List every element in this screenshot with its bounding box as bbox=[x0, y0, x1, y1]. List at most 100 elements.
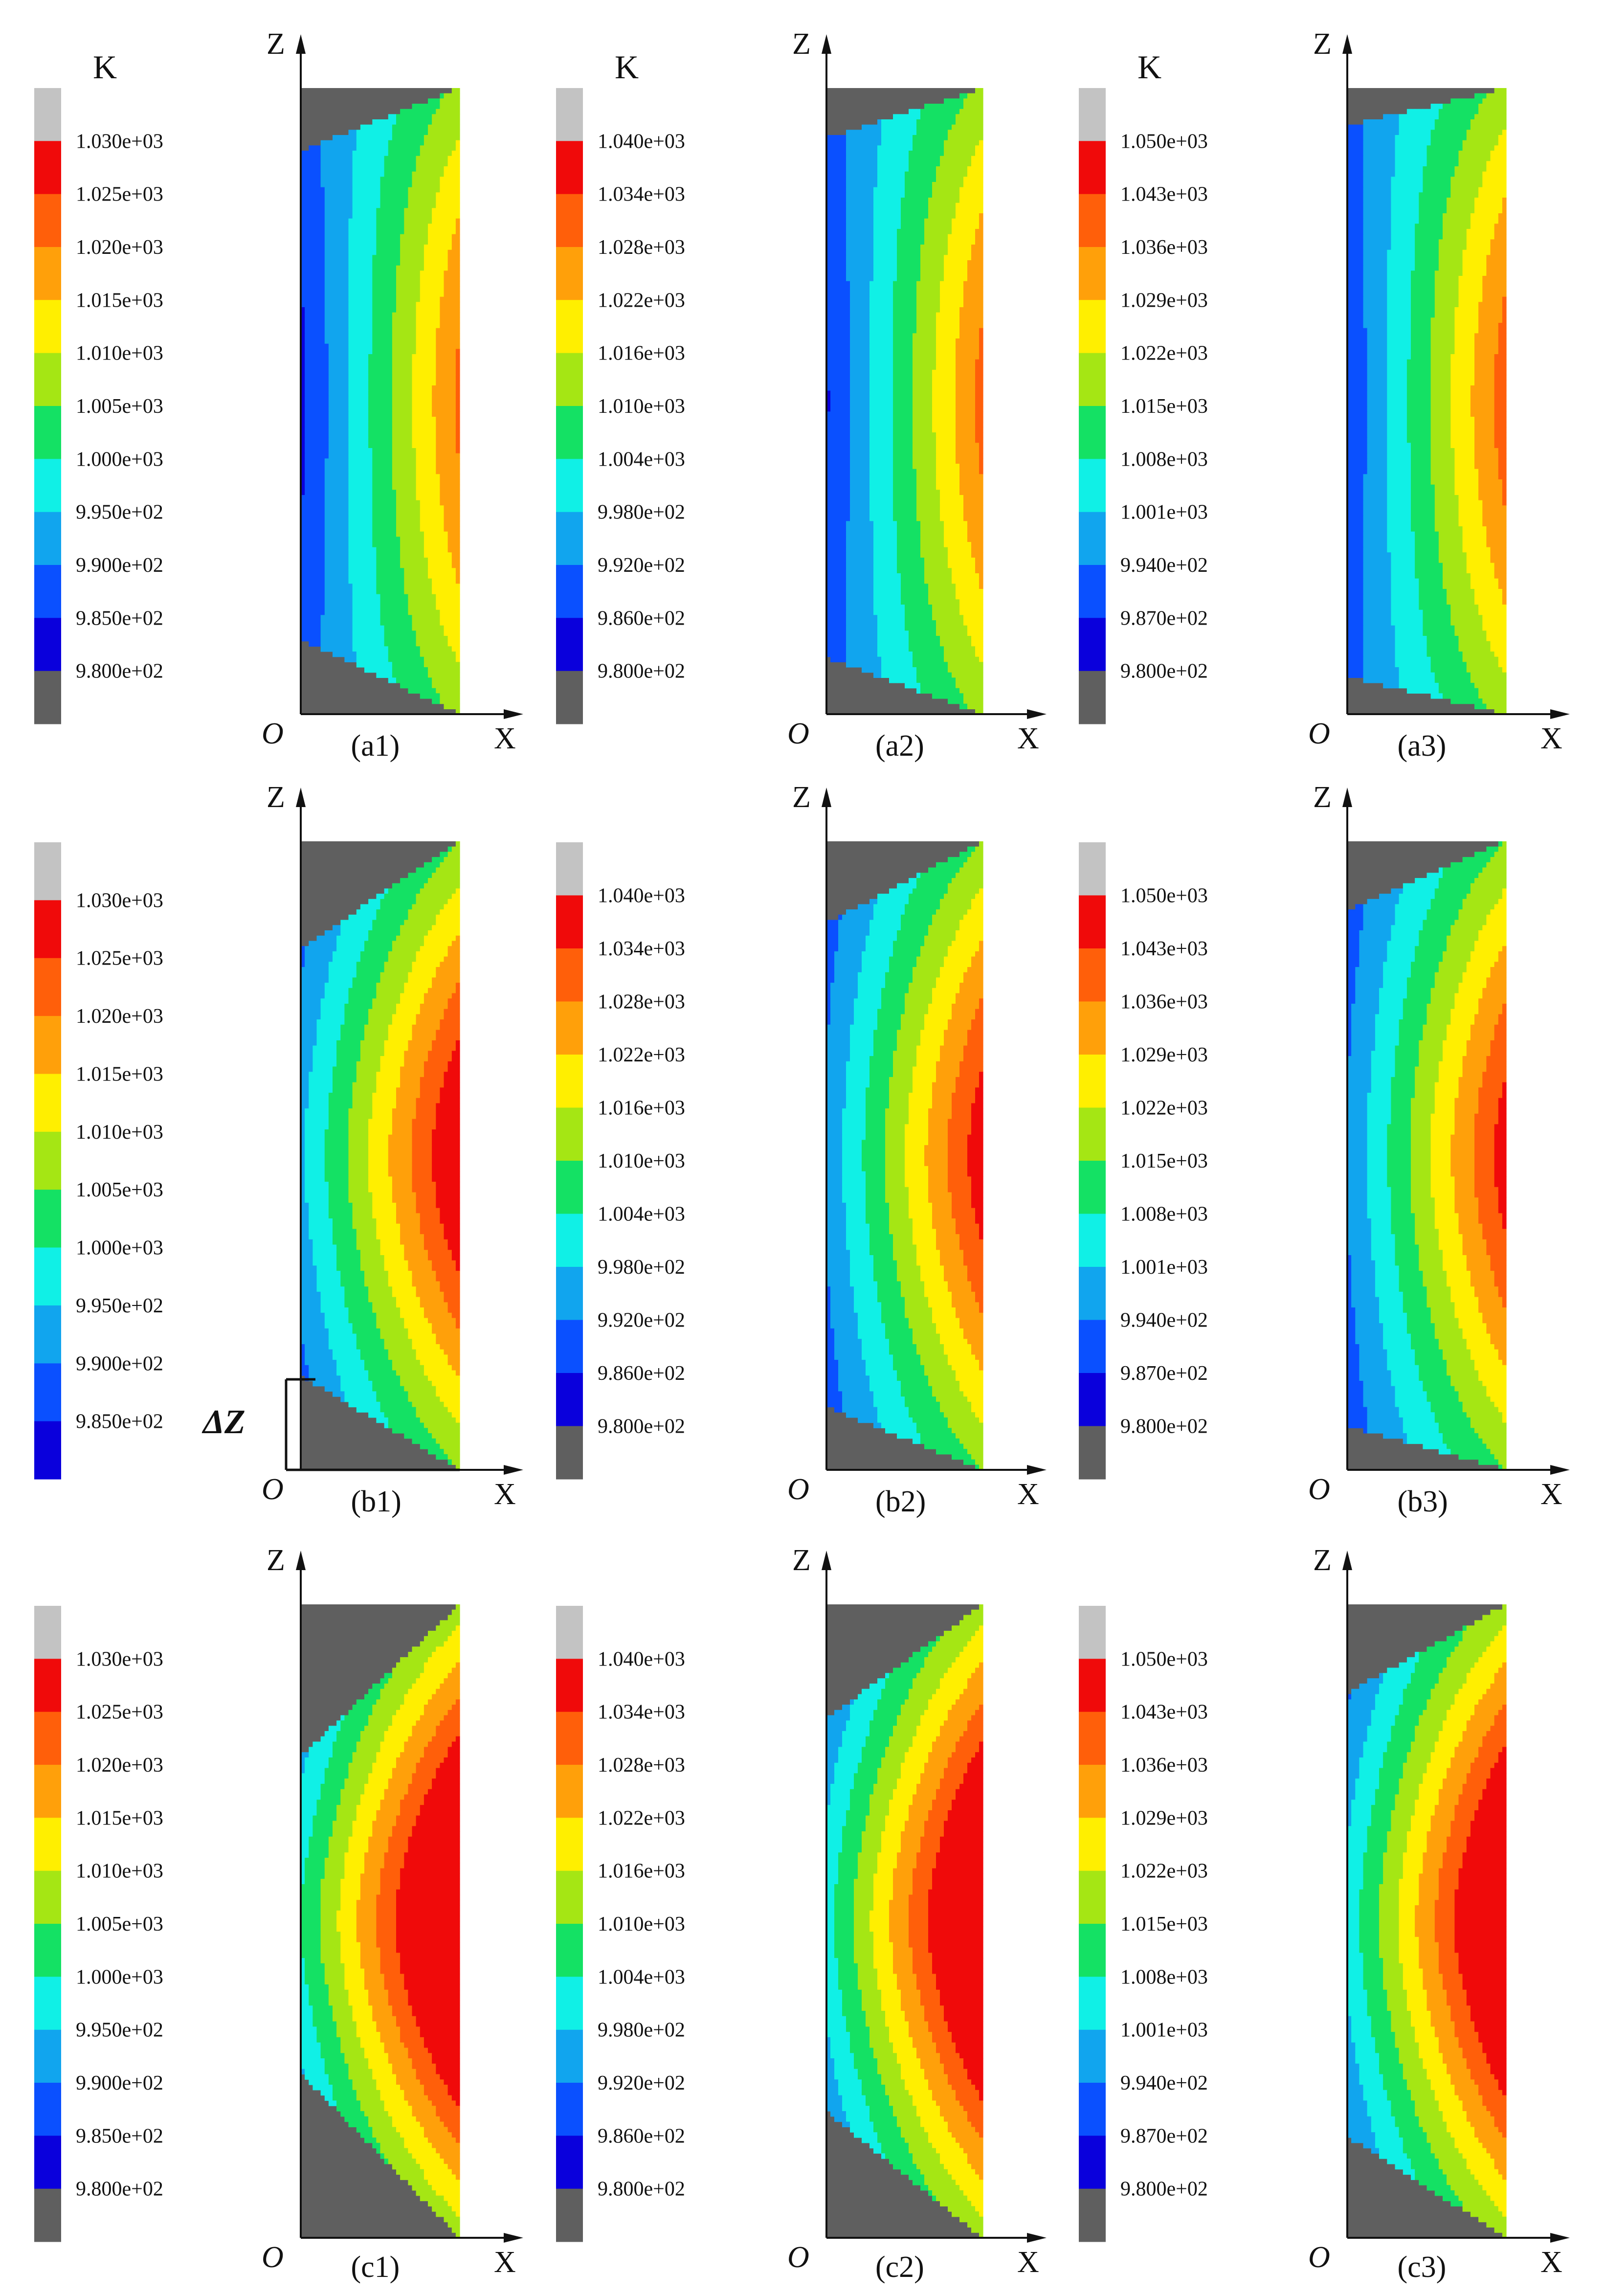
contour-cell bbox=[455, 296, 460, 302]
origin-label: O bbox=[262, 717, 284, 750]
contour-cell bbox=[924, 182, 929, 188]
contour-cell bbox=[309, 370, 313, 376]
contour-cell bbox=[396, 218, 401, 224]
contour-cell bbox=[432, 234, 436, 240]
contour-cell bbox=[862, 151, 866, 157]
contour-cell bbox=[416, 249, 421, 255]
contour-cell bbox=[913, 187, 917, 193]
contour-cell bbox=[364, 198, 369, 203]
contour-cell bbox=[412, 521, 417, 527]
contour-cell bbox=[404, 239, 408, 245]
contour-cell bbox=[372, 615, 377, 621]
contour-cell bbox=[412, 234, 417, 240]
contour-cell bbox=[404, 511, 408, 517]
contour-cell bbox=[412, 354, 417, 360]
contour-cell bbox=[364, 234, 369, 240]
contour-cell bbox=[455, 245, 460, 250]
contour-cell bbox=[305, 281, 309, 287]
contour-cell bbox=[424, 693, 428, 699]
contour-cell bbox=[432, 151, 436, 157]
contour-cell bbox=[388, 161, 393, 167]
contour-cell bbox=[372, 229, 377, 235]
contour-cell bbox=[424, 688, 428, 694]
contour-cell bbox=[455, 354, 460, 360]
contour-cell bbox=[348, 218, 353, 224]
contour-cell bbox=[436, 375, 440, 381]
contour-cell bbox=[412, 343, 417, 349]
contour-cell bbox=[301, 427, 305, 433]
contour-cell bbox=[952, 119, 956, 125]
contour-cell bbox=[344, 208, 349, 214]
contour-cell bbox=[376, 630, 381, 636]
contour-cell bbox=[360, 511, 365, 517]
contour-cell bbox=[944, 135, 948, 141]
contour-cell bbox=[368, 317, 373, 323]
contour-cell bbox=[916, 182, 921, 188]
contour-cell bbox=[830, 187, 835, 193]
contour-cell bbox=[301, 296, 305, 302]
contour-cell bbox=[956, 130, 960, 135]
contour-cell bbox=[830, 161, 835, 167]
contour-cell bbox=[316, 453, 321, 459]
contour-cell bbox=[404, 208, 408, 214]
contour-cell bbox=[420, 505, 424, 511]
contour-cell bbox=[328, 464, 333, 470]
contour-cell bbox=[324, 224, 329, 229]
contour-cell bbox=[451, 552, 456, 558]
contour-cell bbox=[384, 401, 389, 407]
contour-cell bbox=[348, 500, 353, 506]
contour-cell bbox=[948, 140, 952, 146]
contour-cell bbox=[440, 390, 445, 396]
contour-cell bbox=[301, 364, 305, 370]
contour-cell bbox=[944, 140, 948, 146]
contour-cell bbox=[328, 166, 333, 172]
contour-cell bbox=[372, 448, 377, 454]
contour-cell bbox=[412, 385, 417, 391]
contour-cell bbox=[364, 630, 369, 636]
contour-cell bbox=[309, 594, 313, 600]
contour-cell bbox=[420, 270, 424, 276]
contour-cell bbox=[372, 427, 377, 433]
contour-cell bbox=[316, 187, 321, 193]
contour-cell bbox=[360, 636, 365, 642]
contour-cell bbox=[360, 213, 365, 219]
contour-cell bbox=[384, 620, 389, 626]
contour-cell bbox=[440, 568, 445, 574]
contour-cell bbox=[368, 338, 373, 344]
contour-cell bbox=[412, 182, 417, 188]
contour-cell bbox=[420, 495, 424, 501]
contour-cell bbox=[376, 605, 381, 610]
contour-cell bbox=[428, 245, 432, 250]
contour-cell bbox=[328, 516, 333, 521]
contour-cell bbox=[352, 385, 357, 391]
contour-cell bbox=[392, 213, 397, 219]
contour-cell bbox=[340, 511, 345, 517]
contour-cell bbox=[940, 177, 944, 182]
contour-cell bbox=[436, 234, 440, 240]
contour-cell bbox=[348, 406, 353, 412]
contour-cell bbox=[333, 500, 337, 506]
contour-cell bbox=[404, 260, 408, 266]
contour-cell bbox=[344, 249, 349, 255]
contour-cell bbox=[455, 104, 460, 110]
contour-cell bbox=[420, 411, 424, 417]
contour-cell bbox=[400, 343, 404, 349]
contour-cell bbox=[408, 229, 413, 235]
contour-cell bbox=[352, 625, 357, 631]
contour-cell bbox=[340, 464, 345, 470]
contour-cell bbox=[916, 109, 921, 114]
contour-cell bbox=[444, 364, 448, 370]
contour-cell bbox=[368, 224, 373, 229]
contour-cell bbox=[858, 130, 862, 135]
contour-cell bbox=[428, 474, 432, 480]
contour-cell bbox=[447, 380, 452, 386]
contour-cell bbox=[388, 458, 393, 464]
contour-cell bbox=[428, 302, 432, 308]
contour-cell bbox=[360, 521, 365, 527]
contour-cell bbox=[447, 359, 452, 365]
contour-cell bbox=[392, 156, 397, 161]
contour-cell bbox=[420, 302, 424, 308]
contour-cell bbox=[360, 599, 365, 605]
contour-cell bbox=[336, 521, 341, 527]
contour-cell bbox=[368, 547, 373, 553]
